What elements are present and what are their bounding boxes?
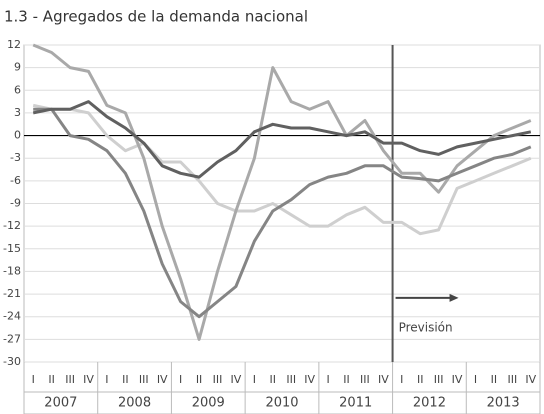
- y-tick-label: -15: [3, 242, 21, 255]
- annotation: Previsión: [399, 321, 453, 335]
- x-tick-label: II: [491, 373, 498, 386]
- x-tick-label: II: [417, 373, 424, 386]
- x-tick-label: I: [400, 373, 403, 386]
- x-tick-label: III: [360, 373, 370, 386]
- x-tick-label: II: [122, 373, 129, 386]
- y-tick-label: 9: [14, 61, 21, 74]
- y-tick-label: -6: [10, 174, 21, 187]
- x-tick-label: IV: [525, 373, 536, 386]
- x-tick-label: IV: [378, 373, 389, 386]
- y-tick-label: -21: [3, 287, 21, 300]
- series-line: [32, 103, 532, 236]
- y-tick-label: -24: [3, 310, 21, 323]
- y-tick-label: 0: [14, 129, 21, 142]
- year-label: 2012: [413, 396, 446, 411]
- y-tick-label: 6: [14, 83, 21, 96]
- x-tick-label: IV: [83, 373, 94, 386]
- y-tick-label: -30: [3, 355, 21, 368]
- x-tick-label: III: [65, 373, 75, 386]
- x-tick-label: IV: [157, 373, 168, 386]
- x-tick-label: IV: [231, 373, 242, 386]
- x-tick-label: I: [326, 373, 329, 386]
- y-tick-label: -27: [3, 332, 21, 345]
- x-tick-label: IV: [304, 373, 315, 386]
- year-label: 2007: [44, 396, 77, 411]
- year-label: 2013: [487, 396, 520, 411]
- arrow-head: [449, 293, 459, 302]
- x-tick-label: I: [179, 373, 182, 386]
- y-tick-label: -18: [3, 264, 21, 277]
- x-tick-label: IV: [452, 373, 463, 386]
- x-tick-label: I: [253, 373, 256, 386]
- year-label: 2009: [192, 396, 225, 411]
- x-tick-label: III: [507, 373, 517, 386]
- x-tick-label: II: [48, 373, 55, 386]
- x-tick-label: II: [343, 373, 350, 386]
- year-label: 2008: [118, 396, 151, 411]
- x-tick-label: II: [196, 373, 203, 386]
- chart-title: 1.3 - Agregados de la demanda nacional: [4, 8, 308, 26]
- series-line: [33, 107, 532, 319]
- year-label: 2010: [265, 396, 298, 411]
- year-label: 2011: [339, 396, 372, 411]
- y-tick-label: -9: [10, 197, 21, 210]
- x-tick-label: I: [474, 373, 477, 386]
- x-tick-label: III: [434, 373, 444, 386]
- x-tick-label: III: [139, 373, 149, 386]
- x-tick-label: I: [32, 373, 35, 386]
- x-tick-label: III: [213, 373, 223, 386]
- series-line: [32, 100, 532, 179]
- y-tick-label: 3: [14, 106, 21, 119]
- x-tick-label: III: [286, 373, 296, 386]
- x-tick-label: I: [105, 373, 108, 386]
- y-tick-label: 12: [7, 38, 21, 51]
- y-tick-label: -3: [10, 151, 21, 164]
- series-line: [32, 43, 532, 341]
- y-tick-label: -12: [3, 219, 21, 232]
- x-tick-label: II: [270, 373, 277, 386]
